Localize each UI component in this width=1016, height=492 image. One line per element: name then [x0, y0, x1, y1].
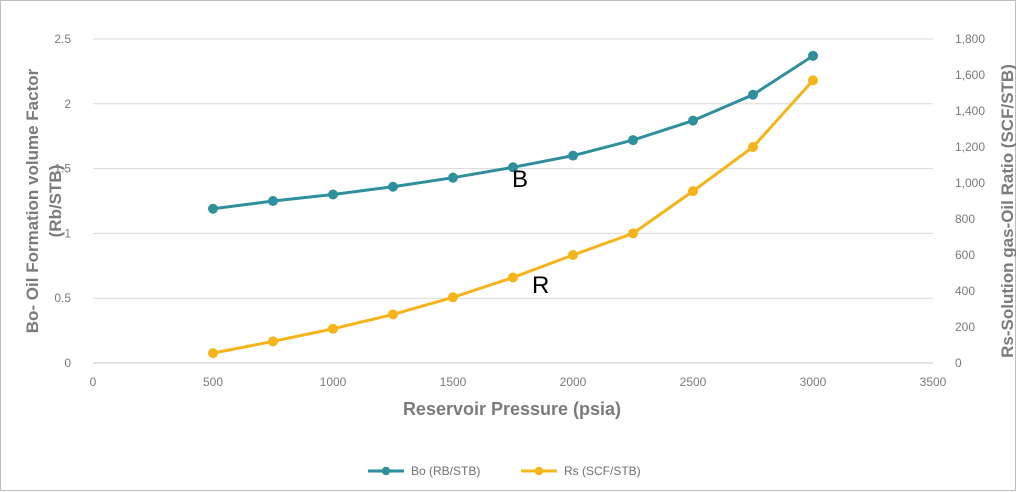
annotation-r: R	[532, 272, 549, 299]
axis-layer: 0 0.5 1 1.5 2 2.5 0 200 400 600 800 1,000 1,200 1,400…	[54, 32, 985, 389]
y-left-axis-title-line1: Bo- Oil Formation volume Factor	[23, 68, 42, 333]
y-left-axis-title-line2: (Rb/STB)	[46, 165, 65, 238]
series-1-point-8	[688, 186, 698, 197]
series-layer	[208, 50, 818, 359]
x-tick-6: 3000	[800, 375, 827, 389]
y-right-tick-3: 600	[955, 248, 975, 262]
y-left-tick-4: 2	[64, 97, 71, 111]
series-0-point-3	[388, 181, 398, 192]
annotation-b: B	[512, 166, 528, 193]
y-right-tick-0: 0	[955, 356, 962, 370]
y-right-tick-8: 1,600	[955, 68, 985, 82]
y-right-tick-6: 1,200	[955, 140, 985, 154]
y-right-tick-7: 1,400	[955, 104, 985, 118]
series-0-point-0	[208, 203, 218, 214]
y-left-tick-3: 1.5	[54, 162, 71, 176]
series-0-point-10	[808, 50, 818, 61]
y-left-tick-2: 1	[64, 226, 71, 240]
series-1-point-2	[328, 323, 338, 334]
legend-rs-label: Rs (SCF/STB)	[564, 464, 641, 478]
x-tick-1: 500	[203, 375, 223, 389]
series-line-1	[211, 78, 815, 355]
y-right-tick-1: 200	[955, 320, 975, 334]
x-tick-2: 1000	[320, 375, 347, 389]
series-0-point-7	[628, 135, 638, 146]
series-1-point-6	[568, 250, 578, 260]
y-right-tick-9: 1,800	[955, 32, 985, 46]
legend-layer: Bo (RB/STB) Rs (SCF/STB)	[368, 464, 641, 478]
y-left-tick-1: 0.5	[54, 291, 71, 305]
series-1-point-4	[448, 292, 458, 303]
series-1-point-9	[748, 142, 758, 152]
legend-bo-marker	[381, 466, 391, 476]
y-right-tick-5: 1,000	[955, 176, 985, 190]
series-0-point-4	[448, 172, 458, 183]
legend-bo-label: Bo (RB/STB)	[411, 464, 480, 478]
y-left-tick-0: 0	[64, 356, 71, 370]
series-1-point-0	[208, 348, 218, 359]
x-tick-7: 3500	[920, 375, 947, 389]
x-tick-4: 2000	[560, 375, 587, 389]
x-axis-title: Reservoir Pressure (psia)	[403, 399, 621, 419]
x-tick-0: 0	[90, 375, 97, 389]
series-1-point-3	[388, 309, 398, 320]
x-tick-5: 2500	[680, 375, 707, 389]
legend-rs-marker	[534, 466, 544, 476]
series-0-point-9	[748, 89, 758, 100]
y-left-tick-5: 2.5	[54, 32, 71, 46]
x-tick-3: 1500	[440, 375, 467, 389]
series-1-point-7	[628, 228, 638, 239]
series-0-point-2	[328, 189, 338, 200]
series-1-point-1	[268, 336, 278, 347]
y-right-tick-4: 800	[955, 212, 975, 226]
series-1-point-5	[508, 272, 518, 283]
series-1-point-10	[808, 75, 818, 86]
series-0-point-5	[508, 162, 518, 173]
label-layer: Reservoir Pressure (psia) Bo- Oil Format…	[23, 64, 1016, 419]
series-0-point-6	[568, 150, 578, 161]
series-0-point-8	[688, 115, 698, 126]
y-right-tick-2: 400	[955, 284, 975, 298]
y-right-axis-title: Rs-Solution gas-Oil Ratio (SCF/STB)	[998, 64, 1016, 358]
series-0-point-1	[268, 196, 278, 206]
